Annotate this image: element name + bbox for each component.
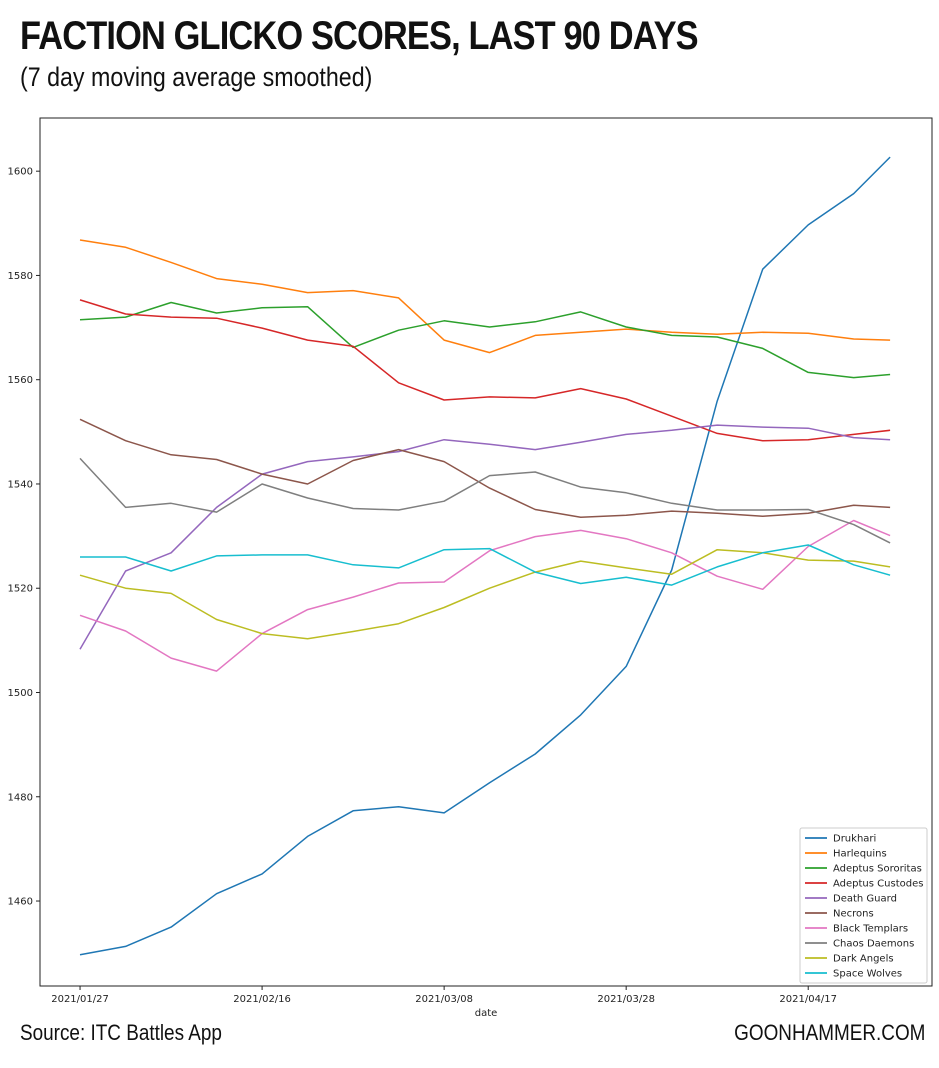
y-axis: 1460 1480 1500 1520 1540 1560 1580 1600 — [8, 167, 40, 908]
series-line-necrons — [79, 418, 891, 519]
y-tick-label: 1500 — [8, 688, 33, 699]
y-tick-label: 1600 — [8, 167, 33, 178]
legend-label: Death Guard — [833, 894, 897, 905]
legend-label: Necrons — [833, 909, 874, 920]
series-line-black-templars — [79, 519, 891, 672]
series-line-chaos-daemons — [79, 457, 891, 544]
legend-label: Adeptus Custodes — [833, 879, 923, 890]
y-tick-label: 1460 — [8, 897, 33, 908]
x-tick-label: 2021/02/16 — [233, 994, 291, 1005]
y-tick-label: 1560 — [8, 375, 33, 386]
series-line-harlequins — [79, 239, 891, 354]
chart-title: FACTION GLICKO SCORES, LAST 90 DAYS — [20, 14, 699, 58]
legend-label: Black Templars — [833, 924, 908, 935]
source-note: Source: ITC Battles App — [20, 1020, 222, 1045]
series-line-space-wolves — [80, 544, 891, 586]
x-axis-label: date — [475, 1008, 498, 1019]
legend-label: Drukhari — [833, 834, 876, 845]
series-line-adeptus-custodes — [79, 299, 891, 442]
x-tick-label: 2021/04/17 — [779, 994, 837, 1005]
legend-label: Harlequins — [833, 849, 887, 860]
x-axis: 2021/01/27 2021/02/16 2021/03/08 2021/03/28… — [51, 986, 837, 1005]
legend-label: Adeptus Sororitas — [833, 864, 922, 875]
legend-label: Space Wolves — [833, 969, 902, 980]
series-line-adeptus-sororitas — [79, 301, 891, 379]
y-tick-label: 1580 — [8, 271, 33, 282]
y-tick-label: 1540 — [8, 479, 33, 490]
x-tick-label: 2021/01/27 — [51, 994, 109, 1005]
legend-label: Dark Angels — [833, 954, 894, 965]
series-line-dark-angels — [79, 548, 891, 640]
y-tick-label: 1520 — [8, 584, 33, 595]
y-tick-label: 1480 — [8, 792, 33, 803]
legend-label: Chaos Daemons — [833, 939, 914, 950]
series-lines — [79, 156, 891, 956]
legend-box — [799, 827, 928, 984]
legend: Drukhari Harlequins Adeptus Sororitas Adept… — [799, 827, 928, 984]
series-line-death-guard — [79, 424, 891, 650]
x-tick-label: 2021/03/28 — [597, 994, 655, 1005]
plot-frame — [39, 117, 933, 987]
x-tick-label: 2021/03/08 — [415, 994, 473, 1005]
series-line-drukhari — [79, 156, 891, 956]
site-credit: GOONHAMMER.COM — [733, 1020, 925, 1045]
chart-subtitle: (7 day moving average smoothed) — [20, 62, 373, 92]
